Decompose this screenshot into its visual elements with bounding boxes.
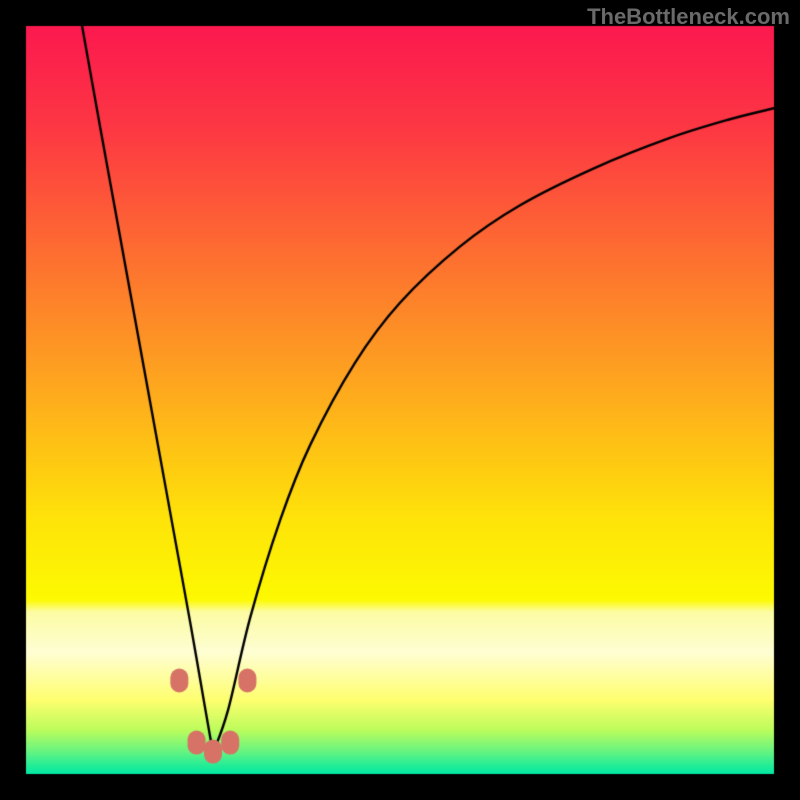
bottleneck-chart: TheBottleneck.com: [0, 0, 800, 800]
chart-canvas: [0, 0, 800, 800]
watermark-text: TheBottleneck.com: [587, 4, 790, 30]
